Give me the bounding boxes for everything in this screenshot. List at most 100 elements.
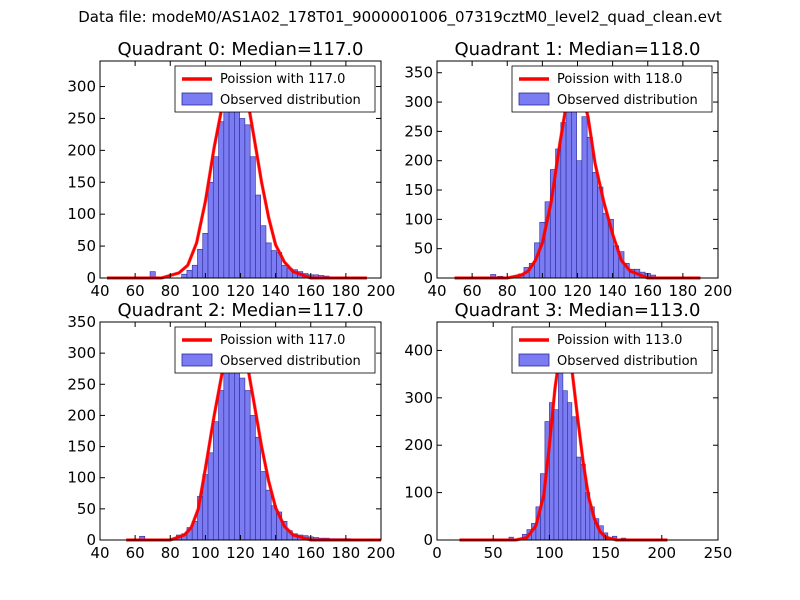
y-tick-label: 150 [404, 181, 433, 199]
y-tick-label: 100 [67, 469, 96, 487]
chart-title: Quadrant 0: Median=117.0 [118, 39, 364, 60]
x-tick-label: 120 [563, 282, 592, 300]
histogram-bar [281, 264, 288, 279]
x-tick-label: 0 [432, 544, 442, 562]
histogram-bar [234, 352, 240, 541]
x-tick-label: 120 [226, 544, 255, 562]
y-tick-label: 100 [404, 210, 433, 228]
y-tick-label: 50 [414, 240, 433, 258]
histogram-bar [581, 116, 588, 279]
histogram-bar [197, 248, 204, 279]
x-tick-label: 80 [161, 544, 180, 562]
y-tick-label: 200 [404, 436, 433, 454]
x-tick-label: 40 [90, 282, 109, 300]
y-tick-label: 150 [67, 173, 96, 191]
histogram-bar [602, 213, 609, 279]
x-tick-label: 140 [261, 544, 290, 562]
x-tick-label: 100 [191, 544, 220, 562]
legend-observed-label: Observed distribution [220, 93, 361, 108]
legend-poisson-label: Poission with 113.0 [557, 333, 682, 348]
histogram-bar [186, 270, 193, 279]
x-tick-label: 140 [261, 282, 290, 300]
y-tick-label: 0 [86, 531, 96, 549]
legend-observed-swatch [518, 92, 550, 106]
y-tick-label: 300 [67, 344, 96, 362]
legend: Poission with 117.0 Observed distribution [174, 65, 376, 113]
x-tick-label: 80 [498, 282, 517, 300]
chart-title: Quadrant 1: Median=118.0 [455, 39, 701, 60]
y-tick-label: 250 [404, 122, 433, 140]
histogram-bar [255, 194, 261, 279]
x-tick-label: 160 [633, 282, 662, 300]
x-tick-label: 180 [332, 544, 361, 562]
histogram-bar [223, 102, 230, 279]
x-tick-label: 100 [535, 544, 564, 562]
x-tick-label: 40 [427, 282, 446, 300]
axes-frame [436, 321, 719, 541]
x-tick-label: 60 [463, 282, 482, 300]
histogram-bar [249, 156, 256, 279]
y-tick-label: 0 [423, 531, 433, 549]
histogram-bar [576, 160, 583, 279]
y-tick-label: 300 [404, 389, 433, 407]
histogram-bar [181, 273, 188, 279]
legend-observed-swatch [518, 353, 550, 367]
y-tick-label: 350 [404, 64, 433, 82]
y-tick-label: 400 [404, 341, 433, 359]
chart-title: Quadrant 2: Median=117.0 [118, 300, 364, 321]
x-tick-label: 200 [647, 544, 676, 562]
legend: Poission with 113.0 Observed distribution [511, 326, 713, 374]
histogram-bar [571, 416, 577, 541]
x-tick-label: 200 [367, 282, 396, 300]
y-tick-label: 150 [67, 438, 96, 456]
legend-observed-label: Observed distribution [220, 354, 361, 369]
x-tick-label: 180 [669, 282, 698, 300]
histogram-bar [207, 181, 214, 279]
x-tick-label: 160 [296, 282, 325, 300]
x-tick-label: 40 [90, 544, 109, 562]
y-tick-label: 200 [404, 152, 433, 170]
x-tick-label: 80 [161, 282, 180, 300]
x-tick-label: 160 [296, 544, 325, 562]
histogram-bar [560, 122, 567, 279]
histogram-bar [592, 172, 598, 279]
histogram-bar [260, 225, 267, 279]
y-tick-label: 100 [404, 484, 433, 502]
histogram-bar [586, 136, 593, 279]
y-tick-label: 300 [404, 93, 433, 111]
histogram-bar [571, 95, 577, 279]
quadrant-0-chart: Quadrant 0: Median=117.0 40 60 80 100 120 140 1… [67, 39, 395, 300]
x-tick-label: 150 [591, 544, 620, 562]
histogram-bar [239, 377, 246, 541]
y-tick-label: 350 [67, 313, 96, 331]
histogram-bar [239, 118, 246, 279]
x-tick-label: 50 [484, 544, 503, 562]
histogram-bar [265, 242, 272, 279]
x-tick-label: 60 [126, 282, 145, 300]
histogram-bar [565, 90, 572, 279]
legend-poisson-label: Poission with 117.0 [220, 72, 345, 87]
histogram-bar [265, 489, 272, 541]
histogram-bar [202, 233, 209, 279]
legend-observed-swatch [181, 92, 213, 106]
histogram-bar [207, 452, 214, 541]
y-tick-label: 300 [67, 78, 96, 96]
x-tick-label: 250 [704, 544, 733, 562]
histogram-bar [191, 264, 198, 279]
y-tick-label: 50 [77, 237, 96, 255]
y-tick-label: 0 [423, 269, 433, 287]
y-tick-label: 50 [77, 500, 96, 518]
legend-poisson-label: Poission with 117.0 [220, 333, 345, 348]
quadrant-3-chart: Quadrant 3: Median=113.0 0 50 100 150 200 250 0… [404, 300, 732, 562]
histogram-bar [255, 436, 261, 541]
x-tick-label: 120 [226, 282, 255, 300]
histogram-bar [249, 415, 256, 541]
y-tick-label: 250 [67, 109, 96, 127]
x-tick-label: 60 [126, 544, 145, 562]
legend: Poission with 118.0 Observed distribution [511, 65, 713, 113]
figure-suptitle: Data file: modeM0/AS1A02_178T01_90000010… [78, 8, 722, 26]
histogram-bar [244, 390, 251, 541]
histogram-bar [212, 156, 219, 279]
y-tick-label: 0 [86, 269, 96, 287]
